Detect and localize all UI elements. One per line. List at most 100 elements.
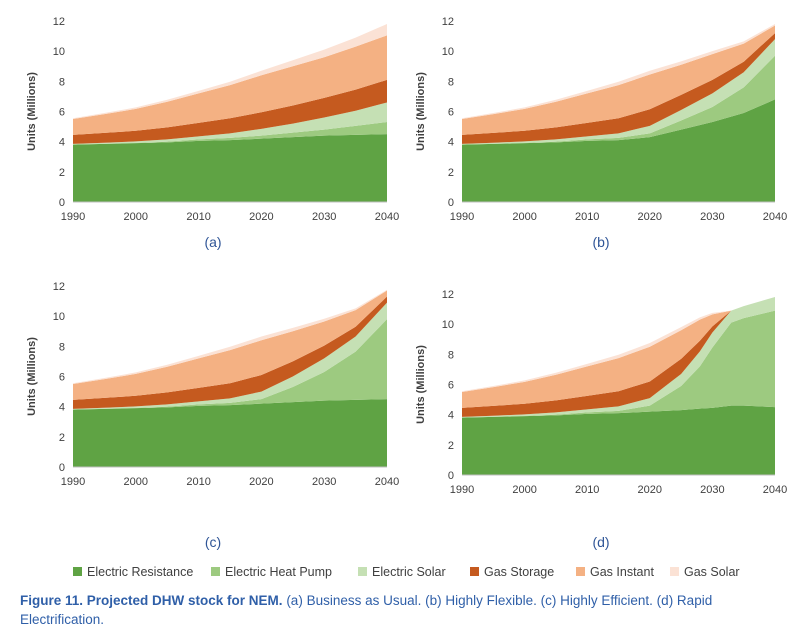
x-tick-label: 2020: [638, 211, 662, 223]
y-tick-label: 2: [448, 440, 454, 452]
y-axis-label: Units (Millions): [26, 72, 38, 151]
legend-label-electric-resistance: Electric Resistance: [87, 565, 193, 579]
y-tick-label: 6: [448, 380, 454, 392]
area-electric-solar: [73, 102, 387, 145]
legend-swatch-electric-solar: [358, 567, 367, 576]
area-electric-heat-pump: [73, 122, 387, 145]
area-electric-resistance: [462, 405, 775, 475]
y-tick-label: 8: [59, 76, 65, 88]
legend-swatch-electric-resistance: [73, 567, 82, 576]
panel-label: (d): [592, 534, 609, 550]
area-gas-instant: [73, 290, 387, 400]
area-electric-heat-pump: [462, 310, 775, 418]
y-tick-label: 6: [448, 107, 454, 119]
y-tick-label: 2: [59, 167, 65, 179]
y-axis-label: Units (Millions): [415, 345, 427, 424]
y-tick-label: 6: [59, 372, 65, 384]
x-tick-label: 2010: [186, 476, 210, 488]
x-tick-label: 2010: [575, 211, 599, 223]
y-tick-label: 2: [59, 432, 65, 444]
y-tick-label: 0: [59, 197, 65, 209]
x-tick-label: 2040: [375, 476, 399, 488]
panel-label: (b): [592, 234, 609, 250]
legend-label-gas-storage: Gas Storage: [484, 565, 554, 579]
legend-label-electric-heat-pump: Electric Heat Pump: [225, 565, 332, 579]
caption-text: (a) Business as Usual. (b) Highly Flexib…: [20, 593, 713, 627]
y-axis-label: Units (Millions): [26, 337, 38, 416]
y-tick-label: 12: [442, 289, 454, 301]
x-tick-label: 2030: [700, 211, 724, 223]
area-gas-instant: [73, 35, 387, 135]
area-electric-resistance: [462, 99, 775, 202]
x-tick-label: 1990: [450, 211, 474, 223]
y-tick-label: 4: [448, 137, 454, 149]
legend-label-gas-solar: Gas Solar: [684, 565, 740, 579]
y-tick-label: 8: [448, 76, 454, 88]
legend-swatch-gas-storage: [470, 567, 479, 576]
area-electric-resistance: [73, 399, 387, 467]
x-tick-label: 2020: [249, 476, 273, 488]
x-tick-label: 1990: [450, 484, 474, 496]
y-tick-label: 6: [59, 107, 65, 119]
y-tick-label: 8: [59, 341, 65, 353]
y-tick-label: 2: [448, 167, 454, 179]
chart-panel-b: 0 2 4 6 8 10 12 1990 2000 2010 2020 2030 2040 Units (…: [415, 16, 787, 250]
legend-label-electric-solar: Electric Solar: [372, 565, 446, 579]
x-tick-label: 2010: [186, 211, 210, 223]
x-tick-label: 2040: [375, 211, 399, 223]
area-gas-solar: [462, 297, 775, 393]
legend-label-gas-instant: Gas Instant: [590, 565, 654, 579]
x-tick-label: 1990: [61, 211, 85, 223]
legend-swatch-gas-instant: [576, 567, 585, 576]
area-gas-storage: [73, 79, 387, 144]
x-tick-label: 2040: [763, 211, 787, 223]
x-tick-label: 2040: [763, 484, 787, 496]
chart-panel-c: 0 2 4 6 8 10 12 1990 2000 2010 2020 2030 2040 Units (…: [26, 281, 399, 550]
area-gas-storage: [462, 33, 775, 144]
chart-panel-d: 0 2 4 6 8 10 12 1990 2000 2010 2020 2030 2040 Units (…: [415, 289, 787, 550]
figure-caption: Figure 11. Projected DHW stock for NEM. …: [20, 591, 780, 629]
y-axis-label: Units (Millions): [415, 72, 427, 151]
legend-swatch-gas-solar: [670, 567, 679, 576]
legend-swatch-electric-heat-pump: [211, 567, 220, 576]
x-tick-label: 2030: [312, 211, 336, 223]
x-tick-label: 2000: [124, 476, 148, 488]
x-tick-label: 1990: [61, 476, 85, 488]
y-tick-label: 0: [59, 462, 65, 474]
x-tick-label: 2020: [638, 484, 662, 496]
area-gas-storage: [462, 297, 775, 417]
y-tick-label: 12: [53, 16, 65, 28]
legend: Electric Resistance Electric Heat Pump Ele…: [73, 565, 740, 579]
area-electric-heat-pump: [73, 319, 387, 410]
x-tick-label: 2000: [124, 211, 148, 223]
y-tick-label: 4: [59, 402, 65, 414]
area-electric-solar: [462, 297, 775, 418]
area-gas-instant: [462, 297, 775, 408]
x-tick-label: 2030: [312, 476, 336, 488]
x-tick-label: 2000: [512, 211, 536, 223]
x-tick-label: 2030: [700, 484, 724, 496]
panel-label: (c): [205, 534, 221, 550]
y-tick-label: 4: [59, 137, 65, 149]
panel-label: (a): [204, 234, 221, 250]
y-tick-label: 4: [448, 410, 454, 422]
caption-title: Figure 11. Projected DHW stock for NEM.: [20, 593, 283, 608]
y-tick-label: 10: [442, 319, 454, 331]
y-tick-label: 10: [53, 46, 65, 58]
y-tick-label: 10: [53, 311, 65, 323]
x-tick-label: 2020: [249, 211, 273, 223]
y-tick-label: 8: [448, 349, 454, 361]
area-electric-heat-pump: [462, 55, 775, 145]
chart-panel-a: 0 2 4 6 8 10 12 1990 2000 2010 2020 2030 2040 Units (…: [26, 16, 399, 250]
area-electric-resistance: [73, 134, 387, 202]
x-tick-label: 2010: [575, 484, 599, 496]
area-gas-instant: [462, 25, 775, 135]
area-gas-storage: [73, 296, 387, 409]
y-tick-label: 10: [442, 46, 454, 58]
y-tick-label: 12: [442, 16, 454, 28]
y-tick-label: 12: [53, 281, 65, 293]
y-tick-label: 0: [448, 470, 454, 482]
y-tick-label: 0: [448, 197, 454, 209]
x-tick-label: 2000: [512, 484, 536, 496]
